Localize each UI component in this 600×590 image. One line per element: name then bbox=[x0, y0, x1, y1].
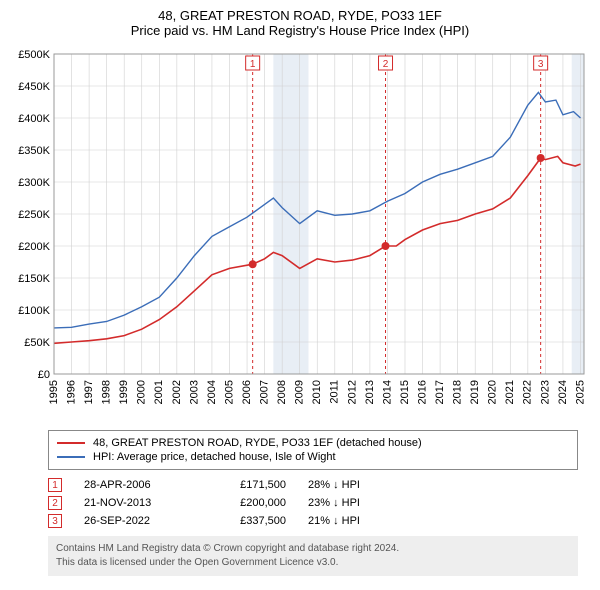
svg-text:2024: 2024 bbox=[557, 380, 569, 404]
svg-text:1999: 1999 bbox=[118, 380, 130, 404]
svg-text:2018: 2018 bbox=[452, 380, 464, 404]
svg-text:1996: 1996 bbox=[65, 380, 77, 404]
svg-text:£450K: £450K bbox=[18, 81, 50, 93]
svg-text:2010: 2010 bbox=[311, 380, 323, 404]
event-marker: 2 bbox=[48, 496, 62, 510]
legend-swatch bbox=[57, 442, 85, 444]
svg-text:2017: 2017 bbox=[434, 380, 446, 404]
svg-text:2015: 2015 bbox=[399, 380, 411, 404]
svg-text:£100K: £100K bbox=[18, 305, 50, 317]
svg-text:1995: 1995 bbox=[48, 380, 60, 404]
event-delta: 21% ↓ HPI bbox=[308, 515, 388, 527]
svg-text:2013: 2013 bbox=[364, 380, 376, 404]
svg-text:£200K: £200K bbox=[18, 241, 50, 253]
svg-text:2011: 2011 bbox=[329, 380, 341, 404]
event-marker: 1 bbox=[48, 478, 62, 492]
svg-text:2023: 2023 bbox=[539, 380, 551, 404]
svg-text:2003: 2003 bbox=[188, 380, 200, 404]
event-date: 26-SEP-2022 bbox=[84, 515, 184, 527]
events-table: 1 28-APR-2006 £171,500 28% ↓ HPI 2 21-NOV-201… bbox=[48, 478, 578, 528]
event-delta: 23% ↓ HPI bbox=[308, 497, 388, 509]
svg-text:2002: 2002 bbox=[171, 380, 183, 404]
legend-swatch bbox=[57, 456, 85, 458]
event-date: 28-APR-2006 bbox=[84, 479, 184, 491]
svg-text:1997: 1997 bbox=[83, 380, 95, 404]
svg-text:3: 3 bbox=[538, 59, 544, 70]
legend-label: HPI: Average price, detached house, Isle… bbox=[93, 451, 336, 463]
svg-text:2008: 2008 bbox=[276, 380, 288, 404]
price-chart: £0 £50K £100K £150K £200K £250K £300K £350K £400… bbox=[10, 44, 590, 424]
attribution-line-2: This data is licensed under the Open Gov… bbox=[56, 556, 570, 570]
svg-text:2006: 2006 bbox=[241, 380, 253, 404]
event-row: 3 26-SEP-2022 £337,500 21% ↓ HPI bbox=[48, 514, 578, 528]
svg-text:2020: 2020 bbox=[487, 380, 499, 404]
svg-text:£350K: £350K bbox=[18, 145, 50, 157]
legend-label: 48, GREAT PRESTON ROAD, RYDE, PO33 1EF (… bbox=[93, 437, 422, 449]
svg-text:1: 1 bbox=[250, 59, 256, 70]
event-date: 21-NOV-2013 bbox=[84, 497, 184, 509]
svg-text:2001: 2001 bbox=[153, 380, 165, 404]
svg-text:£500K: £500K bbox=[18, 49, 50, 61]
svg-text:2025: 2025 bbox=[574, 380, 586, 404]
event-marker: 3 bbox=[48, 514, 62, 528]
svg-text:2000: 2000 bbox=[136, 380, 148, 404]
svg-text:2016: 2016 bbox=[416, 380, 428, 404]
svg-text:1998: 1998 bbox=[101, 380, 113, 404]
svg-text:2005: 2005 bbox=[223, 380, 235, 404]
svg-text:2021: 2021 bbox=[504, 380, 516, 404]
chart-title: 48, GREAT PRESTON ROAD, RYDE, PO33 1EF bbox=[10, 8, 590, 23]
event-price: £171,500 bbox=[206, 479, 286, 491]
svg-text:£300K: £300K bbox=[18, 177, 50, 189]
event-price: £337,500 bbox=[206, 515, 286, 527]
svg-text:2: 2 bbox=[383, 59, 389, 70]
svg-text:2009: 2009 bbox=[294, 380, 306, 404]
event-row: 1 28-APR-2006 £171,500 28% ↓ HPI bbox=[48, 478, 578, 492]
svg-text:2019: 2019 bbox=[469, 380, 481, 404]
svg-text:£400K: £400K bbox=[18, 113, 50, 125]
svg-text:2014: 2014 bbox=[381, 380, 393, 404]
event-delta: 28% ↓ HPI bbox=[308, 479, 388, 491]
attribution: Contains HM Land Registry data © Crown c… bbox=[48, 536, 578, 576]
legend-row: 48, GREAT PRESTON ROAD, RYDE, PO33 1EF (… bbox=[57, 437, 569, 449]
svg-text:£0: £0 bbox=[38, 369, 50, 381]
svg-text:2004: 2004 bbox=[206, 380, 218, 404]
svg-text:2022: 2022 bbox=[522, 380, 534, 404]
attribution-line-1: Contains HM Land Registry data © Crown c… bbox=[56, 542, 570, 556]
chart-subtitle: Price paid vs. HM Land Registry's House … bbox=[10, 23, 590, 38]
svg-text:2007: 2007 bbox=[259, 380, 271, 404]
svg-text:£250K: £250K bbox=[18, 209, 50, 221]
svg-text:£50K: £50K bbox=[24, 337, 50, 349]
legend: 48, GREAT PRESTON ROAD, RYDE, PO33 1EF (… bbox=[48, 430, 578, 470]
svg-text:2012: 2012 bbox=[346, 380, 358, 404]
event-row: 2 21-NOV-2013 £200,000 23% ↓ HPI bbox=[48, 496, 578, 510]
event-price: £200,000 bbox=[206, 497, 286, 509]
legend-row: HPI: Average price, detached house, Isle… bbox=[57, 451, 569, 463]
svg-text:£150K: £150K bbox=[18, 273, 50, 285]
